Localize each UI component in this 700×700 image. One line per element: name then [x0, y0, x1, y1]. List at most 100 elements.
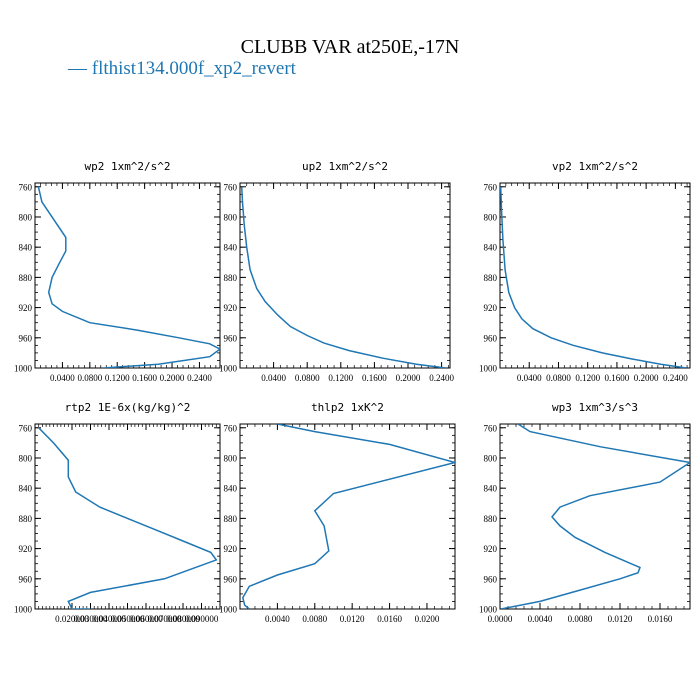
subplot-3: vp2 1xm^2/s^2 760 800 840 880 920 960 1000 0.040…	[479, 160, 691, 383]
y-tick-label: 800	[224, 453, 238, 463]
y-tick-label: 920	[224, 544, 238, 554]
legend: — flthist134.000f_xp2_revert	[68, 58, 296, 80]
y-tick-label: 880	[19, 514, 33, 524]
y-tick-label: 880	[484, 514, 498, 524]
subplot-4: rtp2 1E-6x(kg/kg)^2 760 800 840 880 920 960 100…	[14, 401, 221, 624]
subplot-1: wp2 1xm^2/s^2 760 800 840 880 920 960 1000 0.040…	[14, 160, 221, 383]
series-line	[240, 186, 446, 368]
x-tick-label: 0.060000	[129, 614, 163, 624]
x-tick-label: 0.030000	[74, 614, 108, 624]
y-tick-label: 760	[19, 423, 33, 433]
x-tick-label: 0.040000	[92, 614, 126, 624]
y-tick-label: 840	[19, 243, 33, 253]
y-tick-label: 760	[224, 182, 238, 192]
series-line	[38, 427, 218, 609]
legend-line-marker: —	[68, 58, 87, 79]
x-tick-label: 0.0120	[608, 614, 633, 624]
x-tick-label: 0.0200	[415, 614, 440, 624]
x-tick-label: 0.0080	[568, 614, 593, 624]
subplot-2: up2 1xm^2/s^2 760 800 840 880 920 960 1000 0.040…	[219, 160, 454, 383]
y-tick-label: 800	[224, 212, 238, 222]
y-tick-label: 840	[224, 243, 238, 253]
y-tick-label: 960	[19, 574, 33, 584]
y-tick-label: 840	[224, 484, 238, 494]
x-tick-label: 0.2000	[396, 373, 421, 383]
x-tick-label: 0.2400	[663, 373, 688, 383]
y-tick-label: 1000	[14, 364, 33, 374]
subplot-5: thlp2 1xK^2 760 800 840 880 920 960 1000 0.0040 0…	[219, 401, 456, 624]
x-tick-label: 0.1200	[328, 373, 353, 383]
x-tick-label: 0.2000	[160, 373, 185, 383]
y-tick-label: 840	[19, 484, 33, 494]
x-tick-label: 0.0400	[261, 373, 286, 383]
y-tick-label: 960	[484, 333, 498, 343]
x-tick-label: 0.2000	[634, 373, 659, 383]
y-tick-label: 920	[224, 303, 238, 313]
x-tick-label: 0.050000	[111, 614, 145, 624]
x-tick-label: 0.0400	[517, 373, 542, 383]
y-tick-label: 800	[484, 453, 498, 463]
subplot-6: wp3 1xm^3/s^3 760 800 840 880 920 960 10000.000…	[479, 401, 691, 624]
x-tick-label: 0.2400	[429, 373, 454, 383]
series-line	[500, 186, 687, 368]
x-tick-label: 0.0400	[50, 373, 75, 383]
x-tick-label: 0.1600	[362, 373, 387, 383]
y-tick-label: 800	[19, 212, 33, 222]
y-tick-label: 880	[224, 514, 238, 524]
x-tick-label: 0.020000	[55, 614, 89, 624]
plot-frame	[34, 423, 221, 610]
y-tick-label: 880	[19, 273, 33, 283]
y-tick-label: 960	[224, 333, 238, 343]
x-tick-label: 0.0160	[377, 614, 402, 624]
x-tick-label: 0.1600	[605, 373, 630, 383]
subplot-title: wp3 1xm^3/s^3	[552, 401, 638, 414]
y-tick-label: 920	[19, 544, 33, 554]
plot-frame	[34, 182, 221, 369]
x-tick-label: 0.1600	[132, 373, 157, 383]
x-tick-label: 0.1200	[105, 373, 130, 383]
y-tick-label: 840	[484, 243, 498, 253]
subplot-title: up2 1xm^2/s^2	[302, 160, 388, 173]
plot-frame	[499, 182, 691, 369]
y-tick-label: 960	[224, 574, 238, 584]
plot-frame	[499, 423, 691, 610]
x-tick-label: 0.0040	[265, 614, 290, 624]
y-tick-label: 920	[19, 303, 33, 313]
x-tick-label: 0.0800	[546, 373, 571, 383]
subplot-title: vp2 1xm^2/s^2	[552, 160, 638, 173]
series-line	[241, 424, 455, 609]
series-line	[500, 424, 690, 609]
x-tick-label: 0.0120	[340, 614, 365, 624]
x-tick-label: 0.0040	[528, 614, 553, 624]
x-tick-label: 0.2400	[187, 373, 212, 383]
y-tick-label: 1000	[479, 364, 498, 374]
y-tick-label: 800	[484, 212, 498, 222]
subplot-title: wp2 1xm^2/s^2	[84, 160, 170, 173]
x-tick-label: 0.0800	[77, 373, 102, 383]
y-tick-label: 760	[19, 182, 33, 192]
figure-title: CLUBB VAR at250E,-17N	[240, 36, 460, 58]
y-tick-label: 800	[19, 453, 33, 463]
x-tick-label: 0.0800	[295, 373, 320, 383]
subplot-title: thlp2 1xK^2	[311, 401, 384, 414]
x-tick-label: 0.0080	[302, 614, 327, 624]
y-tick-label: 880	[484, 273, 498, 283]
y-tick-label: 760	[484, 182, 498, 192]
plot-frame	[239, 423, 456, 610]
x-tick-label: 0.0160	[648, 614, 673, 624]
y-tick-label: 920	[484, 544, 498, 554]
x-tick-label: 0.080000	[166, 614, 200, 624]
y-tick-label: 1000	[219, 605, 238, 615]
x-tick-label: 0.090000	[185, 614, 219, 624]
y-tick-label: 1000	[14, 605, 33, 615]
x-tick-label: 0.0000	[488, 614, 513, 624]
y-tick-label: 880	[224, 273, 238, 283]
series-line	[37, 186, 220, 368]
subplot-title: rtp2 1E-6x(kg/kg)^2	[65, 401, 191, 414]
y-tick-label: 760	[484, 423, 498, 433]
y-tick-label: 840	[484, 484, 498, 494]
x-tick-label: 0.070000	[148, 614, 182, 624]
y-tick-label: 960	[19, 333, 33, 343]
